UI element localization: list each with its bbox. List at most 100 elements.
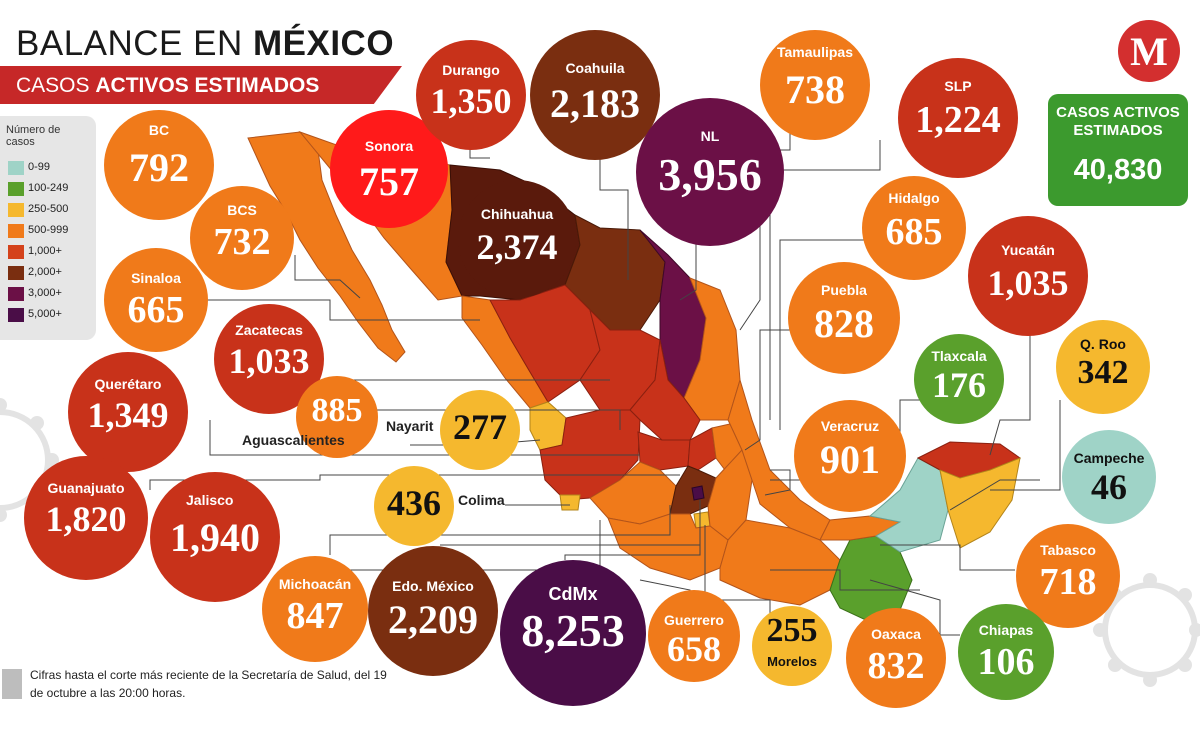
state-name: Oaxaca <box>871 626 921 642</box>
state-value: 732 <box>213 221 271 263</box>
state-bubble-cdmx: CdMx 8,253 <box>500 560 646 706</box>
state-name: Chiapas <box>978 622 1034 638</box>
legend-item: 100-249 <box>8 181 94 197</box>
title-prefix: BALANCE EN <box>16 24 253 63</box>
legend-swatch <box>8 308 24 322</box>
legend-label: 5,000+ <box>28 308 62 320</box>
virus-spikes <box>0 398 1200 687</box>
state-name: BCS <box>227 202 257 218</box>
state-name: BC <box>148 122 170 138</box>
state-name: NL <box>700 128 720 144</box>
legend-label: 0-99 <box>28 161 51 173</box>
state-name: Michoacán <box>278 576 352 592</box>
subtitle-band <box>0 66 402 104</box>
state-bubble-queretaro: Querétaro 1,349 <box>68 352 188 472</box>
state-bubble-coahuila: Coahuila 2,183 <box>530 30 660 160</box>
state-name: Puebla <box>821 282 867 298</box>
state-value: 1,349 <box>87 395 169 435</box>
state-bubble-guanajuato: Guanajuato 1,820 <box>24 456 148 580</box>
state-bubble-qroo: Q. Roo 342 <box>1056 320 1150 414</box>
state-name-colima: Colima <box>458 492 505 508</box>
legend-swatch <box>8 245 24 259</box>
state-name-nayarit: Nayarit <box>386 418 434 434</box>
state-value: 901 <box>820 437 880 482</box>
map-tamaulipas <box>683 277 741 421</box>
legend-label: 100-249 <box>28 182 69 194</box>
state-value: 106 <box>977 641 1035 683</box>
state-bubble-zacatecas: Zacatecas 1,033 <box>214 304 324 414</box>
state-value: 1,224 <box>915 99 1001 141</box>
state-bubble-aguascalientes: 885 <box>296 376 378 458</box>
state-name: Sonora <box>364 138 414 154</box>
legend-label: 3,000+ <box>28 287 62 299</box>
legend-label: 2,000+ <box>28 266 62 278</box>
page-title: BALANCE EN MÉXICO <box>16 24 394 64</box>
subtitle-prefix: CASOS <box>16 74 96 97</box>
state-name: Morelos <box>767 654 817 669</box>
state-bubble-bcs: BCS 732 <box>190 186 294 290</box>
state-name: Querétaro <box>94 376 162 392</box>
state-bubble-yucatan: Yucatán 1,035 <box>968 216 1088 336</box>
state-value: 665 <box>127 289 185 331</box>
subtitle-bold: ACTIVOS ESTIMADOS <box>95 74 320 97</box>
legend-swatch <box>8 161 24 175</box>
state-name: Sinaloa <box>131 270 181 286</box>
map-morelos <box>693 511 711 529</box>
state-name: SLP <box>944 78 972 94</box>
legend-label: 500-999 <box>28 224 69 236</box>
legend-swatch <box>8 203 24 217</box>
state-value: 685 <box>885 211 943 253</box>
state-bubble-jalisco: 1,940 <box>150 472 280 602</box>
footnote: Cifras hasta el corte más reciente de la… <box>30 668 387 700</box>
state-value: 2,183 <box>550 81 640 126</box>
state-value: 277 <box>453 407 507 447</box>
state-bubble-durango: Durango 1,350 <box>416 40 526 150</box>
legend: Número de casos 0-99 100-249 250-500 500… <box>0 116 96 340</box>
state-bubble-edomex: Edo. México 2,209 <box>368 546 498 676</box>
state-value: 828 <box>814 301 874 346</box>
legend-item: 250-500 <box>8 202 94 218</box>
legend-item: 500-999 <box>8 223 94 239</box>
state-value: 1,940 <box>170 515 260 560</box>
state-name: Tamaulipas <box>777 44 853 60</box>
legend-title: Número de casos <box>6 124 61 148</box>
state-bubble-hidalgo: Hidalgo 685 <box>862 176 966 280</box>
state-value: 255 <box>766 612 818 649</box>
state-name: Yucatán <box>1001 242 1055 258</box>
state-name: Veracruz <box>820 418 880 434</box>
state-bubble-tabasco: Tabasco 718 <box>1016 524 1120 628</box>
state-value: 436 <box>387 483 441 523</box>
state-bubble-oaxaca: Oaxaca 832 <box>846 608 946 708</box>
state-name: Tlaxcala <box>931 348 987 364</box>
legend-swatch <box>8 287 24 301</box>
state-bubble-morelos: 255 Morelos <box>752 606 832 686</box>
state-value: 792 <box>129 145 189 190</box>
state-value: 885 <box>311 392 363 429</box>
state-name: Chihuahua <box>480 206 554 222</box>
state-value: 658 <box>667 629 721 669</box>
state-name-aguascalientes: Aguascalientes <box>242 432 345 448</box>
logo-letter: M <box>1130 29 1168 74</box>
legend-item: 5,000+ <box>8 307 94 323</box>
map-guerrero <box>607 513 729 581</box>
state-name: Tabasco <box>1040 542 1096 558</box>
state-name: Coahuila <box>565 60 625 76</box>
legend-item: 1,000+ <box>8 244 94 260</box>
state-value: 832 <box>867 645 925 687</box>
state-bubble-nayarit: 277 <box>440 390 520 470</box>
state-name: Zacatecas <box>235 322 303 338</box>
page-subtitle: CASOS ACTIVOS ESTIMADOS <box>16 74 319 98</box>
state-value: 1,820 <box>45 499 127 539</box>
state-value: 46 <box>1091 467 1127 507</box>
state-value: 2,209 <box>388 597 478 642</box>
map-nayarit <box>529 401 567 451</box>
state-value: 8,253 <box>521 605 625 656</box>
legend-swatch <box>8 224 24 238</box>
state-name: Guanajuato <box>47 480 125 496</box>
state-name: Campeche <box>1073 450 1145 466</box>
state-value: 738 <box>785 67 845 112</box>
state-bubble-chihuahua: Chihuahua 2,374 <box>458 180 576 298</box>
state-value: 1,350 <box>430 81 512 121</box>
state-value: 718 <box>1039 561 1097 603</box>
